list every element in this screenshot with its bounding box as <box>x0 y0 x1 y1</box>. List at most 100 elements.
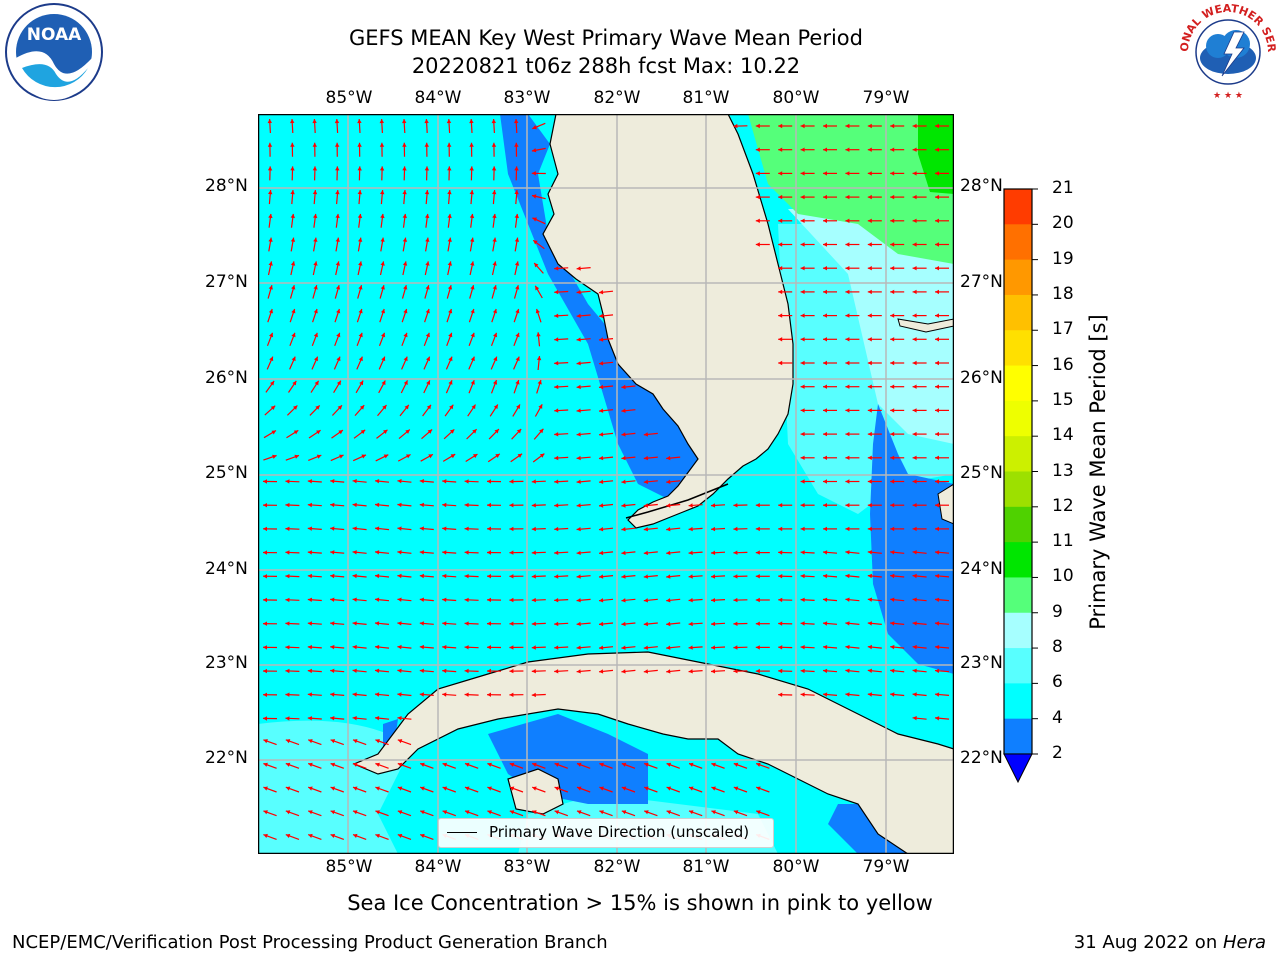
wave-arrow-head <box>711 810 716 815</box>
wave-arrow-head <box>576 408 581 413</box>
wave-arrow-head <box>755 668 760 674</box>
wave-arrow-head <box>263 621 267 626</box>
wave-arrow-head <box>492 213 497 219</box>
wave-arrow-head <box>778 597 783 603</box>
wave-arrow-head <box>800 289 805 295</box>
wave-arrow-head <box>554 550 559 555</box>
wave-arrow-head <box>419 692 424 697</box>
wave-arrow-head <box>912 573 917 579</box>
wave-arrow-head <box>358 356 363 362</box>
wave-arrow-head <box>935 479 939 484</box>
wave-arrow-head <box>912 313 917 318</box>
wave-arrow-head <box>643 574 648 579</box>
wave-arrow-head <box>509 762 515 767</box>
wave-arrow-head <box>375 739 380 744</box>
wave-arrow-head <box>375 716 380 721</box>
lat-label-right: 27°N <box>960 272 1003 292</box>
wave-arrow-head <box>464 645 469 650</box>
wave-arrow-head <box>330 716 335 721</box>
wave-arrow-head <box>402 166 407 171</box>
wave-arrow-head <box>419 644 424 650</box>
wave-arrow-head <box>935 692 940 697</box>
wave-arrow-head <box>263 574 267 579</box>
lat-label-right: 22°N <box>960 748 1003 768</box>
wave-arrow-head <box>688 574 693 579</box>
wave-arrow-head <box>800 171 805 176</box>
wave-arrow-head <box>509 597 514 603</box>
wave-arrow-head <box>800 692 805 697</box>
wave-arrow-head <box>493 356 498 362</box>
wave-arrow-head <box>307 479 312 484</box>
wave-arrow-head <box>755 526 760 532</box>
wave-arrow-head <box>531 621 536 626</box>
wave-arrow-head <box>352 716 357 721</box>
wave-arrow-head <box>330 762 336 767</box>
wave-arrow-head <box>290 261 296 266</box>
wave-arrow-head <box>263 762 268 767</box>
wave-arrow-head <box>358 285 363 290</box>
colorbar-tick-label: 20 <box>1052 213 1074 234</box>
wave-arrow-head <box>711 550 716 555</box>
wave-arrow-head <box>470 332 475 338</box>
wave-arrow-head <box>823 266 827 271</box>
wave-arrow-head <box>576 503 581 508</box>
lon-label-top: 81°W <box>682 88 730 108</box>
chart-title: GEFS MEAN Key West Primary Wave Mean Per… <box>349 26 863 50</box>
wave-arrow-head <box>448 332 453 338</box>
colorbar-swatch <box>1004 506 1032 543</box>
wave-arrow-head <box>532 786 537 791</box>
wave-arrow-head <box>935 431 939 437</box>
wave-arrow-head <box>890 360 895 366</box>
wave-arrow-head <box>576 455 581 461</box>
wave-arrow-head <box>352 597 357 602</box>
wave-arrow-head <box>465 762 470 767</box>
wave-arrow-head <box>313 237 318 242</box>
wave-arrow-head <box>554 598 559 603</box>
noaa-logo: NOAA <box>5 3 103 101</box>
wave-arrow-head <box>621 479 626 484</box>
wave-arrow-head <box>425 237 430 242</box>
wave-arrow-head <box>845 644 850 650</box>
colorbar-tick-label: 15 <box>1052 389 1074 410</box>
wave-arrow-head <box>599 361 604 366</box>
colorbar-swatch <box>1004 718 1032 755</box>
wave-arrow-head <box>643 621 648 627</box>
wave-arrow-head <box>800 147 805 152</box>
lon-label-top: 85°W <box>325 88 373 108</box>
wave-arrow-head <box>336 332 341 338</box>
wave-arrow-head <box>380 261 385 266</box>
wave-arrow-head <box>419 621 424 626</box>
wave-arrow-head <box>778 123 783 129</box>
wave-arrow-head <box>290 142 295 147</box>
wave-arrow-head <box>358 237 363 242</box>
wave-arrow-head <box>621 762 627 767</box>
wave-arrow-head <box>470 356 475 362</box>
wave-arrow-head <box>316 430 321 435</box>
wave-arrow-head <box>867 644 872 650</box>
wave-arrow-head <box>308 810 313 815</box>
wave-arrow-head <box>330 668 335 673</box>
wave-arrow-head <box>492 285 497 290</box>
footer-host: Hera <box>1222 932 1266 953</box>
wave-arrow-head <box>531 645 536 650</box>
wave-arrow-head <box>554 526 559 532</box>
wave-arrow-head <box>402 190 407 195</box>
wave-arrow-head <box>403 309 408 314</box>
wave-arrow-head <box>442 526 447 531</box>
wave-arrow-head <box>464 597 469 603</box>
wave-arrow-head <box>263 550 267 555</box>
wave-arrow-head <box>491 119 496 124</box>
colorbar-tick-label: 2 <box>1052 743 1063 763</box>
wave-arrow-head <box>666 669 671 674</box>
wave-arrow-head <box>532 194 537 199</box>
wave-arrow-head <box>424 190 430 195</box>
wave-arrow-head <box>621 786 627 791</box>
wave-arrow-head <box>576 645 581 650</box>
wave-arrow-head <box>621 810 627 815</box>
wave-arrow-head <box>912 242 917 247</box>
wave-arrow-head <box>711 762 716 767</box>
wave-arrow-head <box>515 309 520 314</box>
wave-arrow-head <box>845 313 850 318</box>
wave-arrow-head <box>427 429 433 434</box>
wave-arrow-head <box>361 454 366 459</box>
